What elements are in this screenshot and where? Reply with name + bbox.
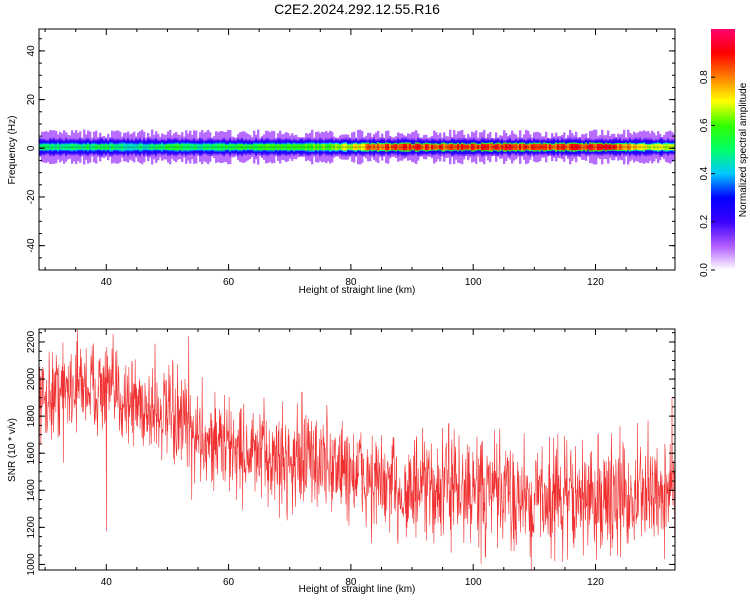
spectrogram-panel: 40 60 80 100 120 -40 -20 0 20 40 Height of strai… — [7, 28, 676, 296]
colorbar: 0.0 0.2 0.4 0.6 0.8 Normalized spectral ampl… — [699, 29, 749, 277]
colorbar-tick-label: 0.4 — [699, 166, 710, 180]
colorbar-tick-label: 0.8 — [699, 70, 710, 84]
spectrogram-y-tick-label: 20 — [26, 94, 37, 106]
colorbar-tick-label: 0.0 — [699, 263, 710, 277]
snr-x-ticks: 40 60 80 100 120 — [44, 329, 658, 588]
spectrogram-x-label: Height of straight line (km) — [299, 285, 416, 296]
snr-y-tick-label: 1200 — [26, 516, 37, 539]
spectrogram-band — [39, 129, 675, 165]
colorbar-ticks: 0.0 0.2 0.4 0.6 0.8 — [699, 70, 715, 277]
snr-x-label: Height of straight line (km) — [299, 584, 416, 595]
spectrogram-x-tick-label: 60 — [223, 277, 235, 288]
snr-x-tick-label: 100 — [465, 577, 482, 588]
spectrogram-frame — [38, 28, 676, 271]
snr-series-line — [39, 329, 675, 570]
snr-x-tick-label: 80 — [345, 577, 357, 588]
colorbar-tick-label: 0.2 — [699, 214, 710, 228]
snr-x-tick-label: 120 — [587, 577, 604, 588]
spectrogram-x-ticks: 40 60 80 100 120 — [44, 29, 658, 288]
colorbar-tick-label: 0.6 — [699, 118, 710, 132]
snr-y-tick-label: 2000 — [26, 367, 37, 390]
snr-panel: 40 60 80 100 120 1000 1200 1400 1600 1800 2000 220… — [7, 328, 676, 595]
snr-y-tick-label: 1000 — [26, 553, 37, 576]
figure-title: C2E2.2024.292.12.55.R16 — [274, 1, 440, 17]
spectrogram-y-tick-label: 0 — [26, 145, 37, 151]
snr-frame — [38, 328, 676, 571]
snr-y-tick-label: 1600 — [26, 442, 37, 465]
spectrogram-x-tick-label: 40 — [101, 277, 113, 288]
snr-y-tick-label: 1400 — [26, 479, 37, 502]
spectrogram-x-tick-label: 120 — [587, 277, 604, 288]
spectrogram-x-tick-label: 80 — [345, 277, 357, 288]
spectrogram-y-label: Frequency (Hz) — [7, 116, 18, 185]
snr-y-tick-label: 2200 — [26, 330, 37, 353]
snr-y-label: SNR (10 * v/v) — [7, 418, 18, 482]
snr-x-tick-label: 60 — [223, 577, 235, 588]
spectrogram-y-tick-label: -20 — [26, 189, 37, 204]
colorbar-gradient — [711, 29, 735, 270]
spectrogram-x-tick-label: 100 — [465, 277, 482, 288]
spectrogram-y-tick-label: -40 — [26, 238, 37, 253]
snr-y-ticks: 1000 1200 1400 1600 1800 2000 2200 — [26, 330, 675, 576]
colorbar-label: Normalized spectral amplitude — [738, 82, 749, 217]
spectrogram-y-tick-label: 40 — [26, 45, 37, 57]
snr-y-tick-label: 1800 — [26, 405, 37, 428]
snr-x-tick-label: 40 — [101, 577, 113, 588]
spectrogram-y-ticks: -40 -20 0 20 40 — [26, 38, 675, 271]
